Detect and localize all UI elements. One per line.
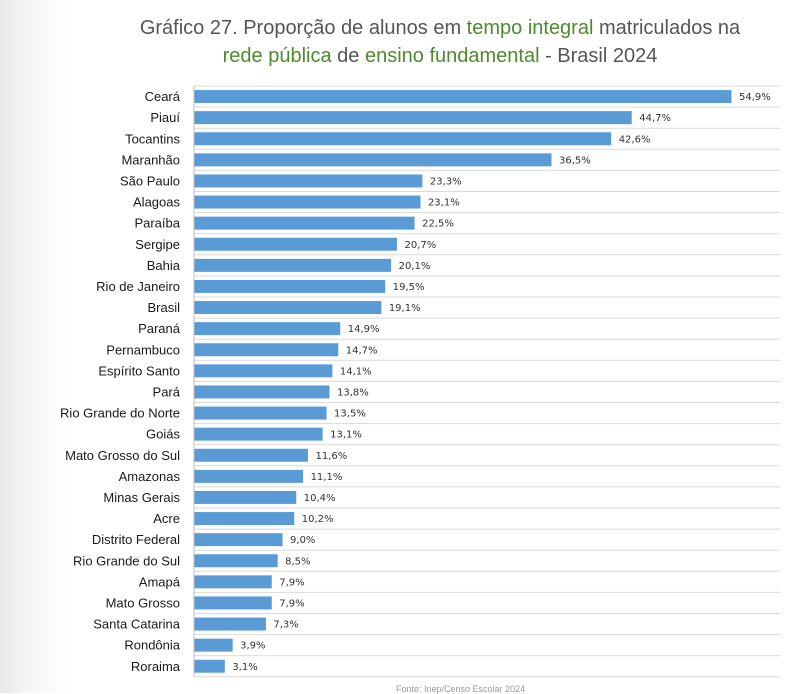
value-label: 9,0% <box>290 535 315 546</box>
value-label: 42,6% <box>619 134 651 145</box>
value-label: 19,1% <box>389 303 421 314</box>
category-label: Rio Grande do Sul <box>73 553 180 568</box>
category-label: Mato Grosso <box>106 595 180 610</box>
bar <box>194 153 552 167</box>
category-label: Roraima <box>131 659 181 674</box>
bar <box>194 617 266 631</box>
value-label: 3,9% <box>240 641 265 652</box>
title-text-1: Gráfico 27. Proporção de alunos em <box>139 17 467 39</box>
value-label: 13,1% <box>330 430 362 441</box>
bar <box>194 448 308 462</box>
value-label: 3,1% <box>232 662 257 673</box>
category-label: Rio de Janeiro <box>96 279 180 294</box>
bar <box>194 90 732 104</box>
value-label: 8,5% <box>285 556 310 567</box>
category-label: Bahia <box>147 258 181 273</box>
category-label: Amapá <box>139 574 181 589</box>
source-footer: Fonte: Inep/Censo Escolar 2024 <box>396 684 526 694</box>
category-label: Acre <box>153 511 180 526</box>
category-label: Distrito Federal <box>92 532 180 547</box>
bar <box>194 490 297 504</box>
category-label: Espírito Santo <box>98 363 180 378</box>
bar <box>194 469 304 483</box>
category-label: São Paulo <box>120 173 180 188</box>
value-label: 44,7% <box>639 113 671 124</box>
category-label: Brasil <box>147 300 180 315</box>
value-label: 20,7% <box>404 240 436 251</box>
bar <box>194 174 423 188</box>
category-label: Rondônia <box>124 638 180 653</box>
value-label: 19,5% <box>393 282 425 293</box>
category-label: Paraíba <box>134 216 180 231</box>
value-label: 10,4% <box>304 493 336 504</box>
value-label: 23,1% <box>428 198 460 209</box>
bar <box>194 596 272 610</box>
bar <box>194 385 330 399</box>
value-label: 13,8% <box>337 387 369 398</box>
bar <box>194 111 632 125</box>
bar <box>194 533 283 547</box>
bar <box>194 554 278 568</box>
title-text-3: de <box>331 45 365 67</box>
category-label: Goiás <box>146 427 180 442</box>
bar <box>194 575 272 589</box>
category-label: Pará <box>153 384 181 399</box>
category-label: Paraná <box>138 321 181 336</box>
title-highlight-tempo-integral: tempo integral <box>466 17 594 39</box>
bar <box>194 659 225 673</box>
value-label: 54,9% <box>739 92 771 103</box>
value-label: 11,1% <box>311 472 343 483</box>
category-label: Mato Grosso do Sul <box>65 448 180 463</box>
title-text-4: - Brasil 2024 <box>539 45 658 67</box>
bar <box>194 216 415 230</box>
bar <box>194 301 382 315</box>
bar <box>194 427 323 441</box>
category-label: Pernambuco <box>106 342 180 357</box>
category-label: Piauí <box>150 110 180 125</box>
value-label: 11,6% <box>315 451 347 462</box>
bar <box>194 364 333 378</box>
value-label: 22,5% <box>422 219 454 230</box>
category-label: Minas Gerais <box>103 490 180 505</box>
category-label: Ceará <box>145 89 181 104</box>
category-label: Rio Grande do Norte <box>60 406 180 421</box>
bar <box>194 512 295 526</box>
title-text-2: matriculados na <box>593 17 741 39</box>
value-label: 13,5% <box>334 409 366 420</box>
value-label: 14,9% <box>348 324 380 335</box>
bar <box>194 258 392 272</box>
value-label: 23,3% <box>430 176 462 187</box>
value-label: 14,7% <box>346 345 378 356</box>
value-label: 7,3% <box>273 620 298 631</box>
bar <box>194 406 327 420</box>
category-label: Amazonas <box>119 469 181 484</box>
value-label: 7,9% <box>279 577 304 588</box>
value-label: 36,5% <box>559 155 591 166</box>
value-label: 10,2% <box>302 514 334 525</box>
bar <box>194 638 233 652</box>
title-highlight-rede-publica: rede pública <box>222 45 332 67</box>
bar <box>194 322 341 336</box>
bar <box>194 132 612 146</box>
category-label: Maranhão <box>121 152 180 167</box>
bar <box>194 343 339 357</box>
category-label: Sergipe <box>135 237 180 252</box>
value-label: 20,1% <box>399 261 431 272</box>
title-highlight-ensino-fundamental: ensino fundamental <box>364 45 540 67</box>
value-label: 7,9% <box>279 598 304 609</box>
bar <box>194 237 397 251</box>
chart-title: Gráfico 27. Proporção de alunos em tempo… <box>120 14 760 70</box>
value-label: 14,1% <box>340 366 372 377</box>
category-label: Alagoas <box>133 195 180 210</box>
bar <box>194 279 386 293</box>
category-label: Tocantins <box>125 131 180 146</box>
category-label: Santa Catarina <box>93 617 180 632</box>
bar <box>194 195 421 209</box>
